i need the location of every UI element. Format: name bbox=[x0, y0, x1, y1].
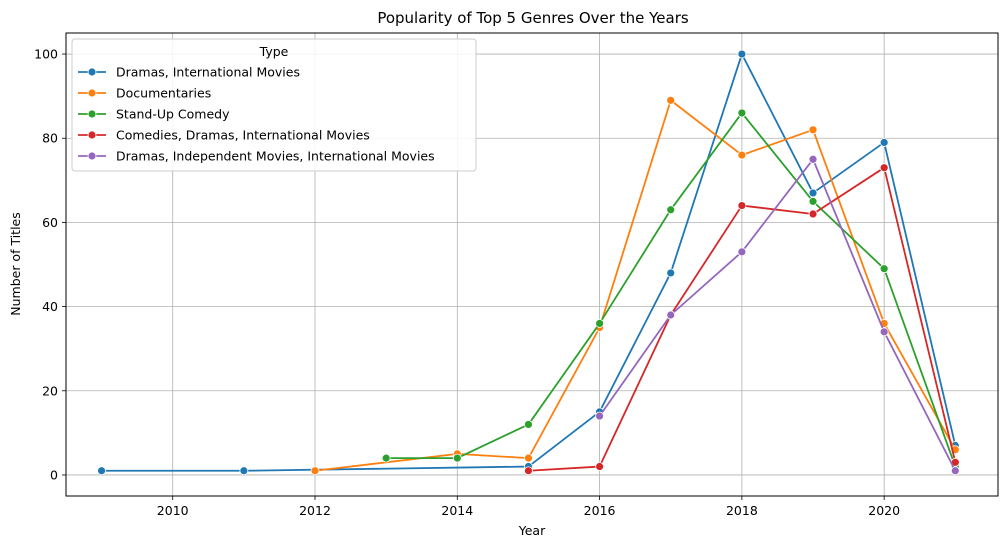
legend-item: Dramas, Independent Movies, Internationa… bbox=[78, 149, 435, 164]
data-point bbox=[737, 49, 747, 59]
data-point bbox=[524, 466, 533, 476]
y-tick-label: 100 bbox=[34, 47, 58, 62]
legend-marker bbox=[87, 67, 97, 77]
data-point bbox=[737, 108, 747, 118]
legend-label: Dramas, Independent Movies, Internationa… bbox=[116, 149, 435, 164]
data-point bbox=[524, 453, 533, 463]
series-3 bbox=[381, 108, 960, 471]
x-tick-label: 2020 bbox=[868, 503, 900, 518]
legend-title: Type bbox=[259, 44, 289, 59]
data-point bbox=[879, 138, 889, 147]
data-point bbox=[666, 205, 676, 215]
data-point bbox=[808, 188, 818, 198]
data-point bbox=[950, 466, 960, 476]
legend-marker bbox=[87, 151, 97, 161]
data-point bbox=[808, 125, 818, 135]
legend-label: Stand-Up Comedy bbox=[116, 107, 230, 122]
data-point bbox=[879, 327, 889, 337]
data-point bbox=[808, 154, 818, 164]
y-axis-ticks: 0 20 40 60 80 100 bbox=[34, 47, 66, 482]
x-tick-label: 2018 bbox=[726, 503, 758, 518]
data-point bbox=[239, 466, 249, 476]
y-tick-label: 20 bbox=[42, 383, 58, 398]
data-point bbox=[808, 196, 818, 206]
legend-label: Dramas, International Movies bbox=[116, 65, 300, 80]
data-point bbox=[524, 420, 533, 429]
legend-label: Comedies, Dramas, International Movies bbox=[116, 128, 370, 143]
series-line bbox=[598, 158, 957, 472]
legend-box bbox=[71, 38, 477, 172]
x-tick-label: 2016 bbox=[584, 503, 616, 518]
data-point bbox=[879, 264, 889, 274]
y-tick-label: 60 bbox=[42, 215, 58, 230]
data-point bbox=[737, 247, 747, 257]
legend-item: Dramas, International Movies bbox=[78, 65, 300, 80]
x-tick-label: 2012 bbox=[299, 503, 331, 518]
legend-label: Documentaries bbox=[116, 86, 211, 101]
legend-marker bbox=[87, 88, 97, 98]
legend-item: Comedies, Dramas, International Movies bbox=[78, 128, 370, 143]
data-point bbox=[381, 453, 391, 463]
data-point bbox=[666, 310, 676, 320]
data-point bbox=[595, 319, 604, 328]
data-point bbox=[666, 268, 676, 278]
plot-frame bbox=[65, 32, 999, 497]
data-point bbox=[595, 411, 604, 421]
x-axis-title: Year bbox=[518, 523, 546, 538]
y-tick-label: 0 bbox=[50, 467, 58, 482]
data-point bbox=[595, 462, 604, 471]
y-tick-label: 40 bbox=[42, 299, 58, 314]
y-tick-label: 80 bbox=[42, 131, 58, 146]
data-point bbox=[666, 95, 676, 105]
chart-title: Popularity of Top 5 Genres Over the Year… bbox=[377, 9, 689, 27]
data-point bbox=[310, 466, 320, 476]
data-point bbox=[879, 163, 889, 173]
data-point bbox=[97, 466, 106, 476]
x-tick-label: 2010 bbox=[157, 503, 189, 518]
legend-item: Stand-Up Comedy bbox=[78, 107, 230, 122]
legend-marker bbox=[87, 109, 97, 119]
x-tick-label: 2014 bbox=[441, 503, 473, 518]
y-axis-title: Number of Titles bbox=[8, 212, 23, 316]
x-axis-ticks: 2010 2012 2014 2016 2018 2020 bbox=[157, 496, 900, 518]
data-point bbox=[808, 209, 818, 219]
data-point bbox=[737, 150, 747, 160]
legend-marker bbox=[87, 130, 97, 140]
legend: Type Dramas, International Movies Document… bbox=[71, 38, 477, 172]
data-point bbox=[737, 201, 747, 210]
series-5 bbox=[595, 154, 960, 476]
series-layer bbox=[97, 49, 960, 476]
data-point bbox=[452, 453, 462, 463]
legend-item: Documentaries bbox=[78, 86, 211, 101]
